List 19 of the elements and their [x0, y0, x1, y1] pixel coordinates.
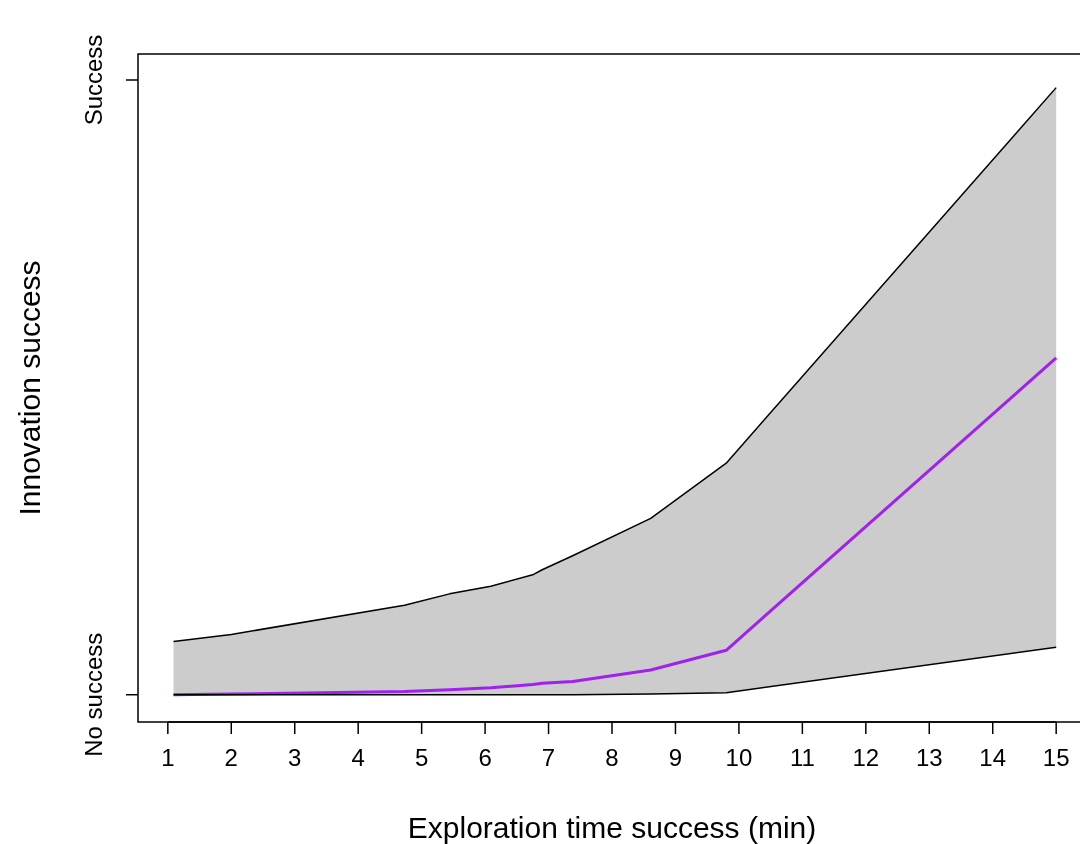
x-axis-title: Exploration time success (min) — [407, 811, 817, 844]
text: Success — [80, 34, 107, 126]
x-tick-label: 11 — [789, 744, 815, 771]
x-tick-label: 15 — [1042, 744, 1070, 771]
x-tick-label: 12 — [852, 744, 880, 771]
x-tick-label: 8 — [605, 744, 619, 771]
x-tick-label: 2 — [224, 744, 238, 771]
x-tick-label: 13 — [915, 744, 943, 771]
x-tick-label: 10 — [725, 744, 753, 771]
x-tick-label: 4 — [351, 744, 365, 771]
x-tick-label: 3 — [288, 744, 302, 771]
x-tick-label: 7 — [541, 744, 556, 771]
x-tick-label: 9 — [668, 744, 683, 771]
text: No success — [80, 632, 107, 757]
x-tick-label: 14 — [979, 744, 1007, 771]
y-axis-title: Innovation success — [13, 260, 46, 516]
x-tick-label: 6 — [478, 744, 492, 771]
x-tick-label: 5 — [414, 744, 429, 771]
x-tick-label: 1 — [161, 744, 175, 771]
